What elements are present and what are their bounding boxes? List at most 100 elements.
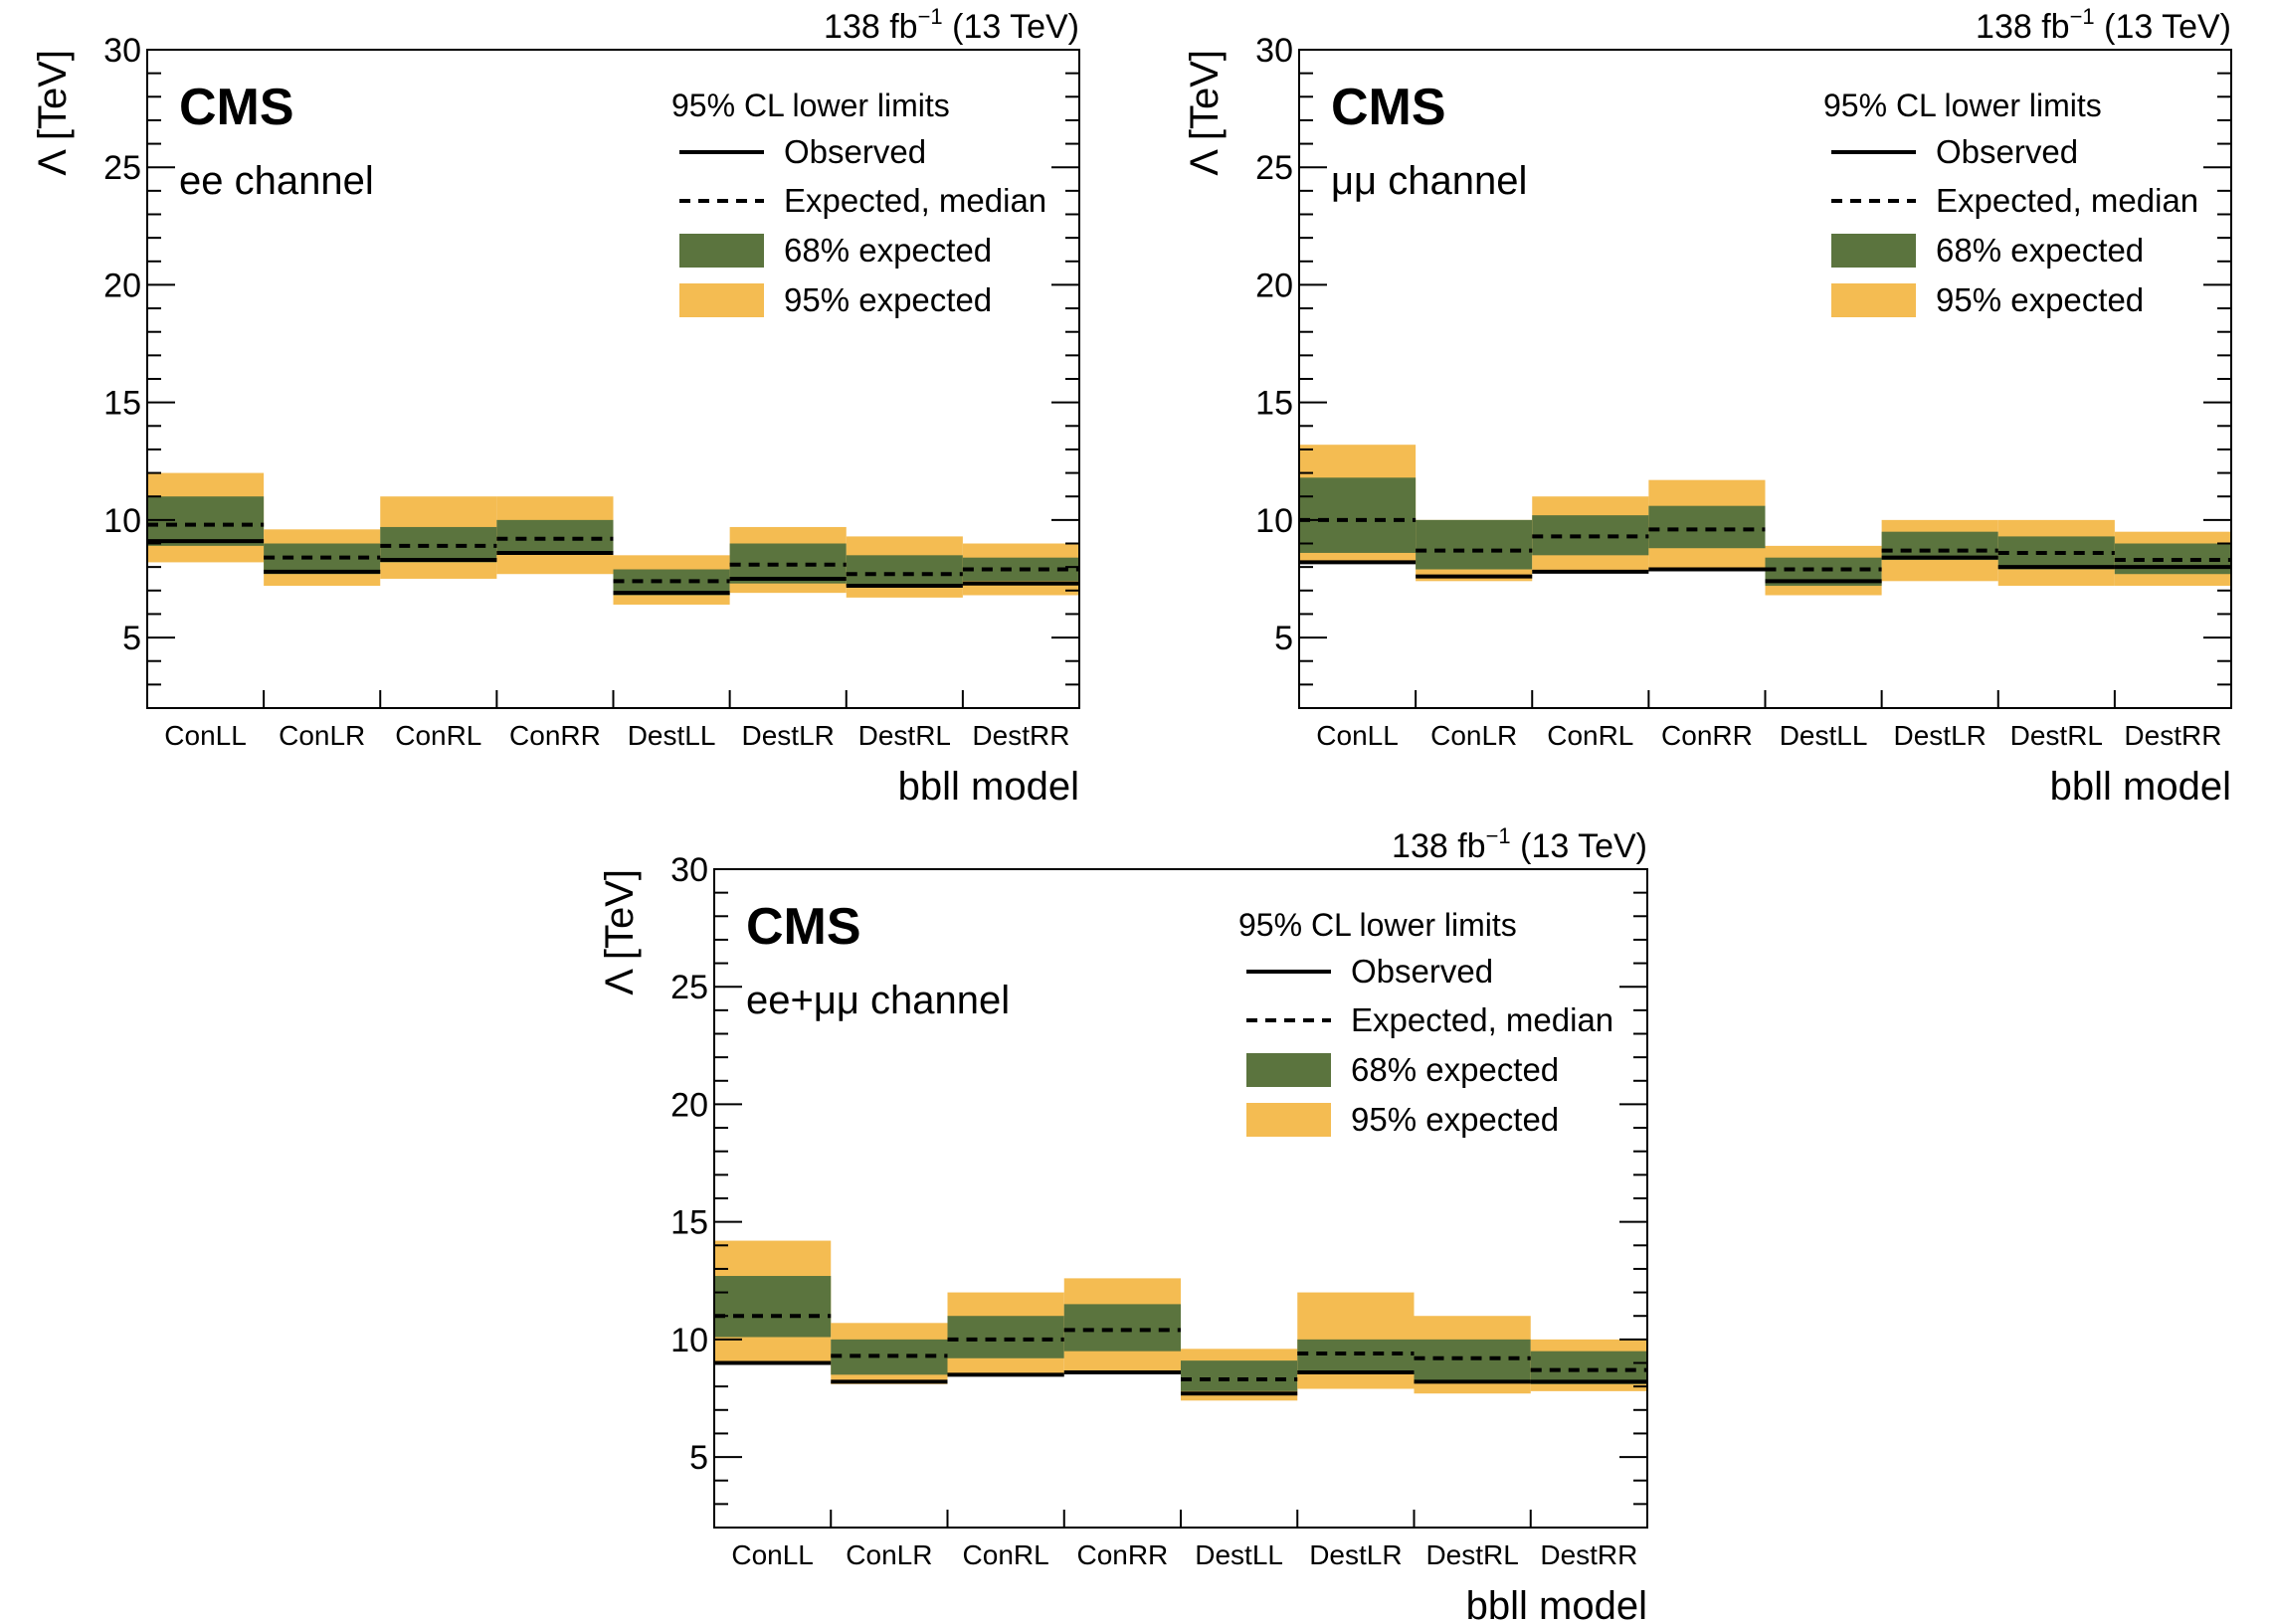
legend-header: 95% CL lower limits [1238,907,1517,943]
y-tick-label: 30 [670,851,708,889]
legend-expected-label: Expected, median [784,182,1046,219]
band68-DestLR [1881,531,1998,561]
channel-label: ee channel [179,159,374,203]
x-tick-label: ConLR [1430,720,1517,751]
band68-ConRL [947,1316,1064,1358]
legend-band95-label: 95% expected [784,281,992,318]
x-tick-label: DestLR [742,720,835,751]
legend-expected-label: Expected, median [1351,1001,1613,1038]
lumi-label: 138 fb−1 (13 TeV) [824,4,1079,46]
band68-ConRR [496,519,614,553]
band68-DestRR [1530,1351,1647,1384]
legend: 95% CL lower limits Observed Expected, med… [1823,88,2198,318]
x-axis: ConLL ConLR ConRL ConRR DestLL DestLR DestRL De… [1316,690,2221,751]
band68-ConRR [1063,1304,1181,1352]
legend-observed: Observed [1246,953,1493,990]
legend-band95-label: 95% expected [1351,1101,1559,1138]
legend-band68-label: 68% expected [784,232,992,269]
legend-band95: 95% expected [1831,281,2144,318]
x-axis: ConLL ConLR ConRL ConRR DestLL DestLR DestRL De… [731,1510,1637,1570]
chart-panel-2: 5 10 15 20 25 30 ConLL ConLR ConRL ConRR DestLL Des… [1183,4,2232,809]
band68-ConRR [1648,505,1766,549]
x-tick-label: DestRL [1425,1539,1518,1570]
band68-ConLR [1416,519,1533,570]
legend-observed-label: Observed [1351,953,1493,990]
legend: 95% CL lower limits Observed Expected, med… [671,88,1046,318]
legend-expected: Expected, median [1246,1001,1613,1038]
y-tick-label: 10 [670,1322,708,1359]
experiment-label: CMS [179,79,294,136]
x-tick-label: DestLR [1894,720,1987,751]
y-tick-label: 20 [1255,267,1293,304]
experiment-label: CMS [746,898,861,956]
band68-ConLL [147,496,265,546]
y-tick-label: 30 [103,32,141,70]
legend-expected: Expected, median [679,182,1046,219]
legend-band95-swatch [1831,283,1916,317]
uncertainty-bands [1299,445,2231,596]
legend-observed: Observed [679,133,926,170]
x-tick-label: DestLL [1195,1539,1283,1570]
y-tick-label: 20 [670,1086,708,1124]
x-tick-label: ConRR [1661,720,1753,751]
band68-DestRL [1414,1339,1531,1382]
x-tick-label: DestRL [2010,720,2103,751]
y-axis: 5 10 15 20 25 30 [103,32,1079,709]
limit-lines [714,1314,1647,1396]
lumi-label: 138 fb−1 (13 TeV) [1976,4,2231,46]
legend-band68: 68% expected [1831,232,2144,269]
channel-label: ee+μμ channel [746,979,1010,1022]
y-tick-label: 25 [670,969,708,1006]
x-tick-label: DestLL [628,720,716,751]
y-axis-title: Λ [TeV] [1183,50,1227,176]
x-axis-title: bbll model [1466,1584,1647,1624]
legend-band68-label: 68% expected [1936,232,2144,269]
plot-frame [713,868,1648,1529]
legend-observed-label: Observed [784,133,926,170]
chart-panel-3: 5 10 15 20 25 30 ConLL ConLR ConRL ConRR DestLL Des… [598,823,1648,1624]
band68-DestRL [846,555,963,587]
x-tick-label: DestLL [1780,720,1868,751]
limit-lines [1299,517,2231,584]
legend-observed-label: Observed [1936,133,2078,170]
x-tick-label: ConRL [395,720,481,751]
x-tick-label: ConRR [1076,1539,1168,1570]
y-axis: 5 10 15 20 25 30 [670,851,1647,1529]
legend-band95-swatch [1246,1103,1331,1137]
band68-ConLL [1299,477,1417,553]
channel-label: μμ channel [1331,159,1527,203]
legend-band68: 68% expected [1246,1051,1559,1088]
x-tick-label: ConLR [846,1539,932,1570]
legend-band68: 68% expected [679,232,992,269]
limit-lines [147,522,1079,596]
legend-header: 95% CL lower limits [1823,88,2102,123]
plot-frame [146,49,1080,709]
x-tick-label: ConRL [1547,720,1633,751]
y-axis-title: Λ [TeV] [598,869,642,995]
x-tick-label: DestRL [858,720,951,751]
uncertainty-bands [714,1240,1647,1401]
band68-ConLL [714,1276,832,1338]
band68-DestLL [1181,1360,1298,1391]
y-tick-label: 5 [689,1439,708,1477]
y-axis-title: Λ [TeV] [31,50,75,176]
y-tick-label: 15 [103,385,141,423]
x-tick-label: DestRR [2124,720,2221,751]
lumi-label: 138 fb−1 (13 TeV) [1392,823,1647,865]
x-axis: ConLL ConLR ConRL ConRR DestLL DestLR DestRL De… [164,690,1069,751]
plot-frame [1298,49,2232,709]
legend-band68-swatch [1831,234,1916,268]
y-tick-label: 15 [1255,385,1293,423]
x-tick-label: ConRL [963,1539,1049,1570]
y-tick-label: 20 [103,267,141,304]
chart-panel-1: 5 10 15 20 25 30 ConLL ConLR ConRL ConRR DestLL Des… [31,4,1080,809]
y-tick-label: 10 [1255,502,1293,540]
x-tick-label: ConLL [164,720,247,751]
y-tick-label: 30 [1255,32,1293,70]
legend-band68-swatch [679,234,764,268]
legend-band95-swatch [679,283,764,317]
x-tick-label: ConLR [279,720,365,751]
x-tick-label: ConRR [509,720,601,751]
y-axis: 5 10 15 20 25 30 [1255,32,2231,709]
